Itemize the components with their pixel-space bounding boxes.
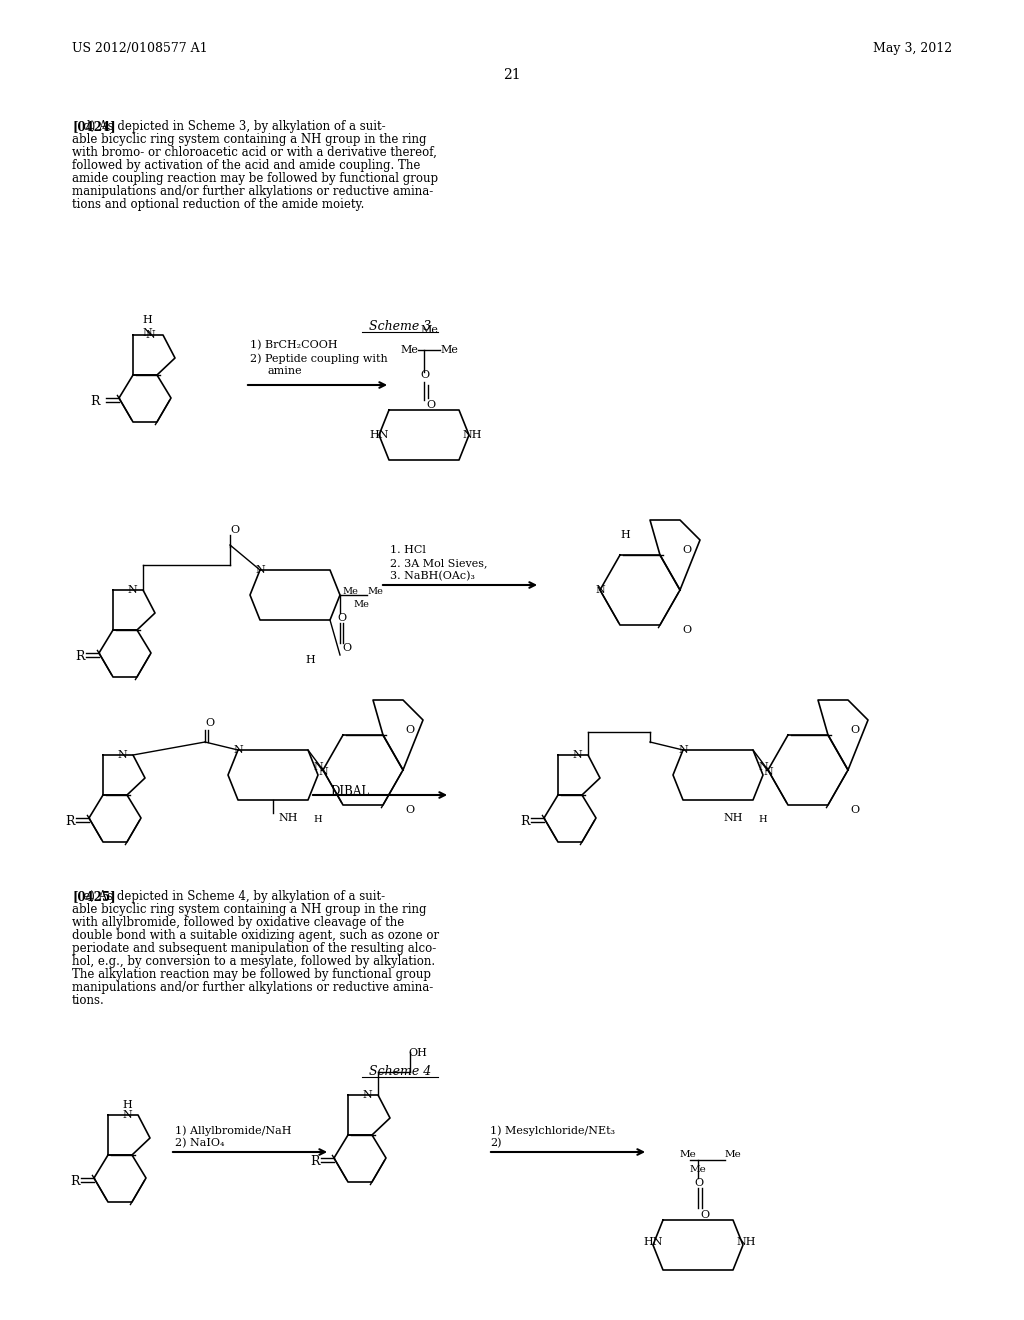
Text: O: O	[426, 400, 435, 411]
Text: N: N	[318, 767, 328, 777]
Text: Scheme 3: Scheme 3	[369, 319, 431, 333]
Text: amine: amine	[268, 366, 303, 376]
Text: O: O	[694, 1177, 703, 1188]
Text: Me: Me	[342, 587, 357, 597]
Text: O: O	[337, 612, 346, 623]
Text: O: O	[230, 525, 240, 535]
Text: HN: HN	[643, 1237, 663, 1247]
Text: N: N	[127, 585, 137, 595]
Text: N: N	[572, 750, 582, 760]
Text: Scheme 4: Scheme 4	[369, 1065, 431, 1078]
Text: H: H	[305, 655, 314, 665]
Text: manipulations and/or further alkylations or reductive amina-: manipulations and/or further alkylations…	[72, 185, 433, 198]
Text: DIBAL: DIBAL	[330, 785, 369, 799]
Text: O: O	[682, 624, 691, 635]
Text: Me: Me	[420, 325, 438, 335]
Text: N: N	[255, 565, 265, 576]
Text: Me: Me	[690, 1166, 707, 1173]
Text: d) As depicted in Scheme 3, by alkylation of a suit-: d) As depicted in Scheme 3, by alkylatio…	[72, 120, 386, 133]
Text: O: O	[406, 725, 414, 735]
Text: H: H	[313, 814, 322, 824]
Text: e) As depicted in Scheme 4, by alkylation of a suit-: e) As depicted in Scheme 4, by alkylatio…	[72, 890, 385, 903]
Text: 1. HCl: 1. HCl	[390, 545, 426, 554]
Text: OH: OH	[408, 1048, 427, 1059]
Text: R: R	[90, 395, 99, 408]
Text: 1) BrCH₂COOH: 1) BrCH₂COOH	[250, 341, 338, 350]
Text: R: R	[70, 1175, 80, 1188]
Text: R: R	[520, 814, 529, 828]
Text: May 3, 2012: May 3, 2012	[872, 42, 952, 55]
Text: N: N	[763, 767, 773, 777]
Text: US 2012/0108577 A1: US 2012/0108577 A1	[72, 42, 208, 55]
Text: followed by activation of the acid and amide coupling. The: followed by activation of the acid and a…	[72, 158, 421, 172]
Text: O: O	[700, 1210, 710, 1220]
Text: 2) Peptide coupling with: 2) Peptide coupling with	[250, 352, 388, 363]
Text: able bicyclic ring system containing a NH group in the ring: able bicyclic ring system containing a N…	[72, 133, 427, 147]
Text: 2): 2)	[490, 1138, 502, 1148]
Text: N: N	[117, 750, 127, 760]
Text: R: R	[75, 649, 85, 663]
Text: R: R	[65, 814, 75, 828]
Text: Me: Me	[725, 1150, 741, 1159]
Text: N: N	[233, 744, 243, 755]
Text: [0425]: [0425]	[72, 890, 116, 903]
Text: double bond with a suitable oxidizing agent, such as ozone or: double bond with a suitable oxidizing ag…	[72, 929, 439, 942]
Text: Me: Me	[353, 601, 369, 609]
Text: HN: HN	[369, 430, 388, 440]
Text: N: N	[122, 1110, 132, 1119]
Text: hol, e.g., by conversion to a mesylate, followed by alkylation.: hol, e.g., by conversion to a mesylate, …	[72, 954, 435, 968]
Text: Me: Me	[400, 345, 418, 355]
Text: O: O	[342, 643, 351, 653]
Text: 1) Allylbromide/NaH: 1) Allylbromide/NaH	[175, 1125, 292, 1135]
Text: 3. NaBH(OAc)₃: 3. NaBH(OAc)₃	[390, 572, 475, 581]
Text: periodate and subsequent manipulation of the resulting alco-: periodate and subsequent manipulation of…	[72, 942, 436, 954]
Text: N: N	[142, 327, 152, 338]
Text: NH: NH	[278, 813, 298, 822]
Text: Me: Me	[440, 345, 458, 355]
Text: N: N	[758, 762, 768, 772]
Text: Me: Me	[367, 587, 383, 597]
Text: H: H	[122, 1100, 132, 1110]
Text: N: N	[145, 330, 155, 341]
Text: 21: 21	[503, 69, 521, 82]
Text: H: H	[620, 531, 630, 540]
Text: H: H	[142, 315, 152, 325]
Text: O: O	[850, 725, 859, 735]
Text: N: N	[678, 744, 688, 755]
Text: O: O	[420, 370, 429, 380]
Text: with bromo- or chloroacetic acid or with a derivative thereof,: with bromo- or chloroacetic acid or with…	[72, 147, 437, 158]
Text: H: H	[758, 814, 767, 824]
Text: able bicyclic ring system containing a NH group in the ring: able bicyclic ring system containing a N…	[72, 903, 427, 916]
Text: manipulations and/or further alkylations or reductive amina-: manipulations and/or further alkylations…	[72, 981, 433, 994]
Text: N: N	[595, 585, 605, 595]
Text: N: N	[362, 1090, 372, 1100]
Text: [0424]: [0424]	[72, 120, 116, 133]
Text: O: O	[406, 805, 414, 814]
Text: The alkylation reaction may be followed by functional group: The alkylation reaction may be followed …	[72, 968, 431, 981]
Text: NH: NH	[736, 1237, 756, 1247]
Text: 1) Mesylchloride/NEt₃: 1) Mesylchloride/NEt₃	[490, 1125, 615, 1135]
Text: 2. 3A Mol Sieves,: 2. 3A Mol Sieves,	[390, 558, 487, 568]
Text: O: O	[682, 545, 691, 554]
Text: NH: NH	[723, 813, 742, 822]
Text: with allylbromide, followed by oxidative cleavage of the: with allylbromide, followed by oxidative…	[72, 916, 404, 929]
Text: R: R	[310, 1155, 319, 1168]
Text: amide coupling reaction may be followed by functional group: amide coupling reaction may be followed …	[72, 172, 438, 185]
Text: O: O	[205, 718, 214, 729]
Text: NH: NH	[462, 430, 481, 440]
Text: tions and optional reduction of the amide moiety.: tions and optional reduction of the amid…	[72, 198, 365, 211]
Text: tions.: tions.	[72, 994, 104, 1007]
Text: O: O	[850, 805, 859, 814]
Text: N: N	[313, 762, 323, 772]
Text: Me: Me	[680, 1150, 696, 1159]
Text: 2) NaIO₄: 2) NaIO₄	[175, 1138, 224, 1148]
